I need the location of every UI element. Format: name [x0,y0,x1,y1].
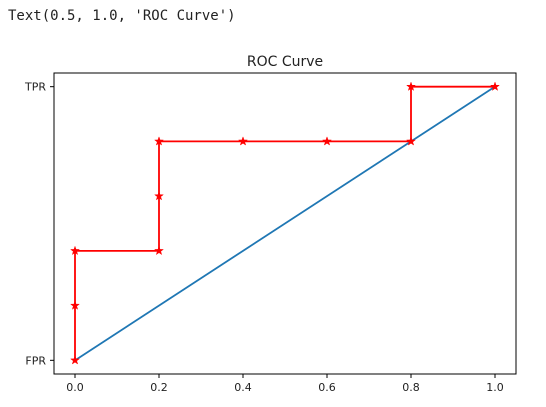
series-1-point [153,245,165,256]
series-1-point [153,136,165,146]
series-layer [69,81,501,365]
series-1-point [321,136,333,146]
series-1-point [489,81,501,91]
x-tick-label: 0.6 [318,381,336,394]
series-1-point [237,136,249,146]
series-1-point [405,136,417,146]
series-1-point [153,190,165,201]
series-1-point [69,300,81,310]
series-0-line [74,85,496,362]
x-tick-label: 1.0 [486,381,504,394]
x-tick-label: 0.4 [234,381,252,394]
series-1-point [69,355,81,365]
x-tick-label: 0.2 [150,381,168,394]
plot-frame [53,72,517,375]
x-tick-label: 0.0 [66,381,84,394]
cell-output-text: Text(0.5, 1.0, 'ROC Curve') [8,8,236,24]
x-tick-label: 0.8 [402,381,420,394]
y-tick-label: FPR [25,354,46,367]
x-axis: 0.0 0.2 0.4 0.6 0.8 1.0 [66,374,504,394]
y-tick-label: TPR [24,81,46,94]
chart-title: ROC Curve [247,54,323,70]
series-1-point [405,81,417,91]
y-axis: FPR TPR [24,81,54,367]
series-1-point [69,245,81,256]
